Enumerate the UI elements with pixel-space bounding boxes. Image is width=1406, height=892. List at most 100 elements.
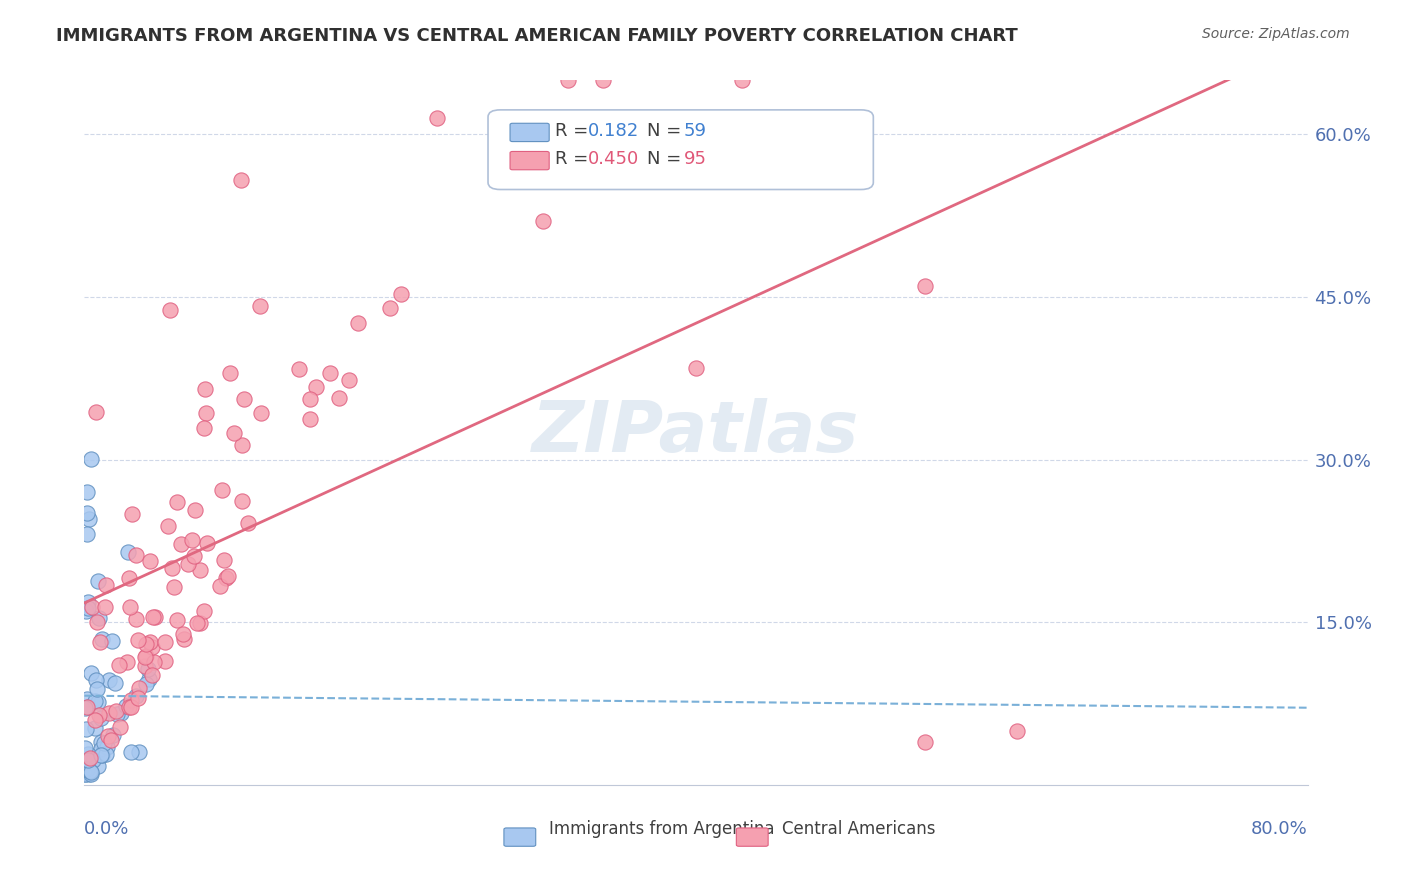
Point bbox=[135, 636, 157, 650]
Point bbox=[79, 452, 101, 467]
Point bbox=[87, 758, 110, 772]
Point bbox=[214, 571, 236, 585]
FancyBboxPatch shape bbox=[510, 152, 550, 169]
Point bbox=[77, 699, 100, 714]
Point bbox=[138, 662, 160, 676]
Text: Immigrants from Argentina: Immigrants from Argentina bbox=[550, 821, 775, 838]
Text: 80.0%: 80.0% bbox=[1251, 821, 1308, 838]
Point bbox=[163, 580, 186, 594]
Point bbox=[93, 735, 115, 749]
Point bbox=[125, 548, 148, 562]
Point bbox=[84, 673, 107, 687]
Point bbox=[170, 536, 193, 550]
Point bbox=[328, 391, 350, 405]
Point bbox=[90, 632, 112, 646]
Point bbox=[141, 640, 163, 654]
Point bbox=[75, 723, 97, 737]
FancyBboxPatch shape bbox=[737, 828, 768, 847]
Point bbox=[75, 701, 97, 715]
Point bbox=[77, 753, 100, 767]
Point bbox=[105, 707, 128, 722]
Text: IMMIGRANTS FROM ARGENTINA VS CENTRAL AMERICAN FAMILY POVERTY CORRELATION CHART: IMMIGRANTS FROM ARGENTINA VS CENTRAL AME… bbox=[56, 27, 1018, 45]
Point bbox=[90, 711, 112, 725]
Point bbox=[94, 747, 117, 761]
Point bbox=[143, 609, 166, 624]
Point bbox=[231, 438, 253, 452]
Point bbox=[101, 728, 124, 742]
Point bbox=[75, 767, 97, 781]
Point bbox=[77, 751, 100, 765]
Point bbox=[172, 627, 194, 641]
Point bbox=[83, 722, 105, 736]
Point bbox=[128, 681, 150, 695]
Point bbox=[208, 579, 231, 593]
Point bbox=[391, 287, 413, 301]
Point bbox=[181, 533, 204, 547]
Point bbox=[79, 764, 101, 778]
Point bbox=[159, 302, 181, 317]
Point bbox=[84, 713, 107, 727]
Point bbox=[76, 506, 98, 520]
Point bbox=[305, 380, 328, 394]
Point bbox=[193, 604, 215, 618]
Point bbox=[141, 668, 163, 682]
Point bbox=[177, 557, 200, 571]
Text: 0.182: 0.182 bbox=[588, 122, 640, 140]
Point bbox=[134, 659, 156, 673]
Point bbox=[80, 600, 103, 615]
Point bbox=[166, 495, 188, 509]
Point bbox=[557, 73, 579, 87]
Text: 59: 59 bbox=[683, 122, 707, 140]
Point bbox=[84, 405, 107, 419]
Point bbox=[134, 649, 156, 664]
Point bbox=[114, 698, 136, 713]
Point bbox=[120, 700, 142, 714]
Point bbox=[380, 301, 402, 315]
Point bbox=[135, 649, 157, 664]
Point bbox=[188, 616, 211, 631]
Point bbox=[160, 561, 183, 575]
Point bbox=[197, 536, 219, 550]
Point bbox=[195, 406, 218, 420]
Point bbox=[1005, 723, 1028, 738]
Point bbox=[190, 563, 212, 577]
FancyBboxPatch shape bbox=[510, 123, 550, 142]
Point bbox=[531, 214, 554, 228]
Point bbox=[90, 747, 112, 762]
Point bbox=[347, 316, 370, 330]
Point bbox=[80, 765, 103, 780]
Point bbox=[156, 519, 179, 533]
Point bbox=[211, 483, 233, 497]
Point bbox=[138, 672, 160, 686]
Point bbox=[75, 762, 97, 776]
Point bbox=[77, 595, 100, 609]
Point bbox=[298, 392, 321, 406]
Point bbox=[90, 741, 112, 756]
Point bbox=[104, 675, 127, 690]
Point bbox=[127, 691, 149, 706]
Point bbox=[121, 507, 143, 521]
Point bbox=[173, 632, 195, 646]
Point bbox=[100, 733, 122, 747]
Point bbox=[127, 633, 149, 648]
Point bbox=[914, 279, 936, 293]
Point bbox=[685, 360, 707, 375]
Point bbox=[90, 734, 112, 748]
Point bbox=[231, 494, 253, 508]
Text: 0.0%: 0.0% bbox=[84, 821, 129, 838]
Point bbox=[166, 613, 188, 627]
Point bbox=[96, 740, 118, 755]
Point bbox=[118, 700, 141, 714]
Point bbox=[217, 569, 239, 583]
Point bbox=[218, 366, 240, 380]
Point bbox=[186, 615, 208, 630]
Point bbox=[592, 73, 614, 87]
FancyBboxPatch shape bbox=[488, 110, 873, 189]
Point bbox=[76, 485, 98, 500]
Point bbox=[184, 503, 207, 517]
Point bbox=[105, 704, 128, 718]
Point bbox=[76, 747, 98, 761]
Text: R =: R = bbox=[555, 122, 595, 140]
Point bbox=[80, 754, 103, 768]
Point bbox=[80, 665, 103, 680]
